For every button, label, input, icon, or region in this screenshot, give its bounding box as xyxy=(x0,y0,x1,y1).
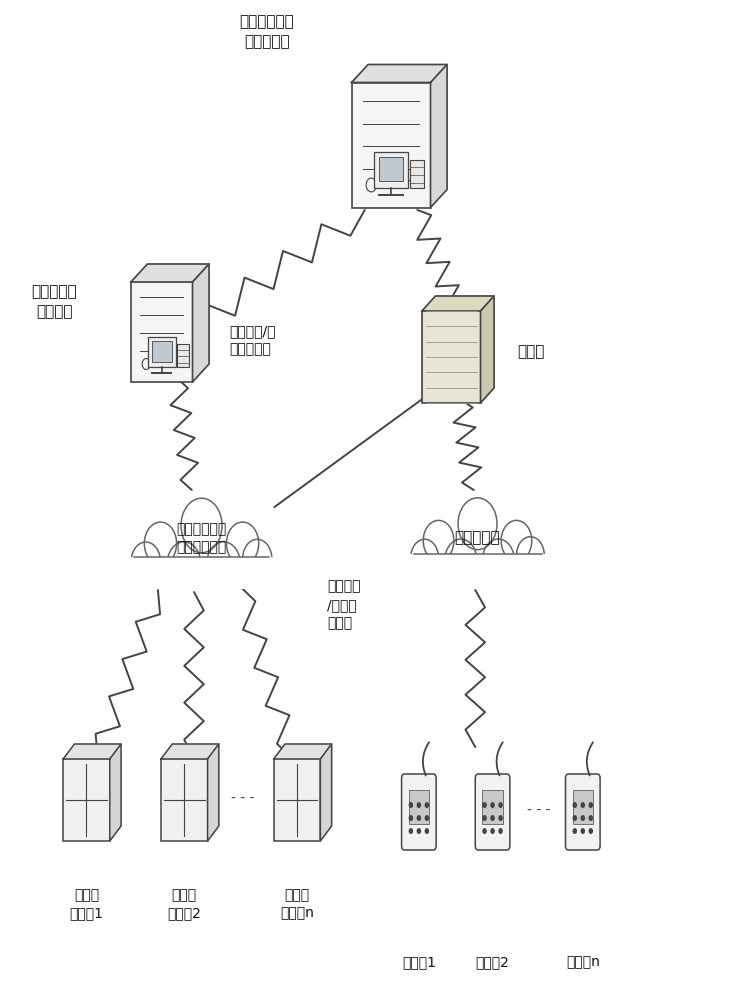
FancyBboxPatch shape xyxy=(379,157,403,181)
FancyBboxPatch shape xyxy=(402,774,436,850)
Circle shape xyxy=(144,522,177,565)
FancyBboxPatch shape xyxy=(126,557,277,588)
Polygon shape xyxy=(110,744,121,841)
Text: 智能用电管理
镜像服务器: 智能用电管理 镜像服务器 xyxy=(240,15,294,49)
Text: 防火墙: 防火墙 xyxy=(517,344,544,360)
FancyBboxPatch shape xyxy=(161,759,208,841)
Circle shape xyxy=(131,542,160,581)
Circle shape xyxy=(581,828,585,834)
Circle shape xyxy=(499,815,503,821)
FancyBboxPatch shape xyxy=(566,774,600,850)
Circle shape xyxy=(589,815,593,821)
Text: - - -: - - - xyxy=(231,791,255,805)
Text: 客户端1: 客户端1 xyxy=(402,955,436,969)
Circle shape xyxy=(226,522,259,565)
FancyBboxPatch shape xyxy=(408,790,429,824)
FancyBboxPatch shape xyxy=(131,282,193,382)
FancyBboxPatch shape xyxy=(410,160,424,188)
Circle shape xyxy=(458,498,497,550)
Circle shape xyxy=(490,828,495,834)
Circle shape xyxy=(572,802,577,808)
Circle shape xyxy=(581,802,585,808)
Circle shape xyxy=(243,539,272,578)
Circle shape xyxy=(417,815,421,821)
Polygon shape xyxy=(208,744,219,841)
Polygon shape xyxy=(131,264,209,282)
Circle shape xyxy=(517,537,544,574)
Text: 智能电
表终端2: 智能电 表终端2 xyxy=(167,888,202,920)
Circle shape xyxy=(572,828,577,834)
Text: 客户端2: 客户端2 xyxy=(475,955,510,969)
Circle shape xyxy=(499,828,503,834)
FancyBboxPatch shape xyxy=(177,344,189,367)
Circle shape xyxy=(490,802,495,808)
Circle shape xyxy=(408,802,413,808)
Text: 定制服务
/上传用
户信息: 定制服务 /上传用 户信息 xyxy=(327,580,361,630)
Polygon shape xyxy=(274,744,332,759)
FancyBboxPatch shape xyxy=(572,790,593,824)
Text: 智能用电管
理服务器: 智能用电管 理服务器 xyxy=(32,285,77,319)
Circle shape xyxy=(207,542,241,587)
FancyBboxPatch shape xyxy=(482,790,503,824)
FancyBboxPatch shape xyxy=(148,337,175,367)
Circle shape xyxy=(499,802,503,808)
FancyBboxPatch shape xyxy=(422,311,481,403)
Text: 智能电
表终端n: 智能电 表终端n xyxy=(280,888,314,920)
Circle shape xyxy=(425,802,429,808)
Circle shape xyxy=(425,828,429,834)
Circle shape xyxy=(482,828,487,834)
Circle shape xyxy=(589,802,593,808)
Circle shape xyxy=(167,542,201,587)
FancyBboxPatch shape xyxy=(351,83,430,208)
Circle shape xyxy=(408,815,413,821)
Polygon shape xyxy=(63,744,121,759)
Polygon shape xyxy=(422,296,494,311)
FancyBboxPatch shape xyxy=(63,759,110,841)
FancyBboxPatch shape xyxy=(475,774,510,850)
FancyBboxPatch shape xyxy=(374,152,408,188)
Text: 云服务平台: 云服务平台 xyxy=(455,530,500,546)
Polygon shape xyxy=(481,296,494,403)
FancyBboxPatch shape xyxy=(152,341,171,362)
FancyBboxPatch shape xyxy=(405,554,550,583)
Circle shape xyxy=(490,815,495,821)
Circle shape xyxy=(482,539,514,582)
Text: - - -: - - - xyxy=(526,803,550,817)
Circle shape xyxy=(417,828,421,834)
Polygon shape xyxy=(430,64,447,208)
Text: 信息发布/用
户数据接收: 信息发布/用 户数据接收 xyxy=(229,324,276,356)
Text: 智能电
表终端1: 智能电 表终端1 xyxy=(69,888,104,920)
Circle shape xyxy=(482,815,487,821)
Circle shape xyxy=(482,802,487,808)
Text: 智能用电管理
服务通信网络: 智能用电管理 服务通信网络 xyxy=(177,522,226,554)
Polygon shape xyxy=(320,744,332,841)
Circle shape xyxy=(589,828,593,834)
Circle shape xyxy=(581,815,585,821)
Circle shape xyxy=(411,539,438,576)
Text: 客户端n: 客户端n xyxy=(566,955,600,969)
Circle shape xyxy=(501,520,532,561)
Polygon shape xyxy=(193,264,209,382)
Circle shape xyxy=(181,498,222,553)
Circle shape xyxy=(417,802,421,808)
Circle shape xyxy=(408,828,413,834)
Circle shape xyxy=(445,539,477,582)
Polygon shape xyxy=(351,64,447,83)
Circle shape xyxy=(423,520,454,561)
Polygon shape xyxy=(161,744,219,759)
Circle shape xyxy=(572,815,577,821)
Circle shape xyxy=(425,815,429,821)
FancyBboxPatch shape xyxy=(274,759,320,841)
